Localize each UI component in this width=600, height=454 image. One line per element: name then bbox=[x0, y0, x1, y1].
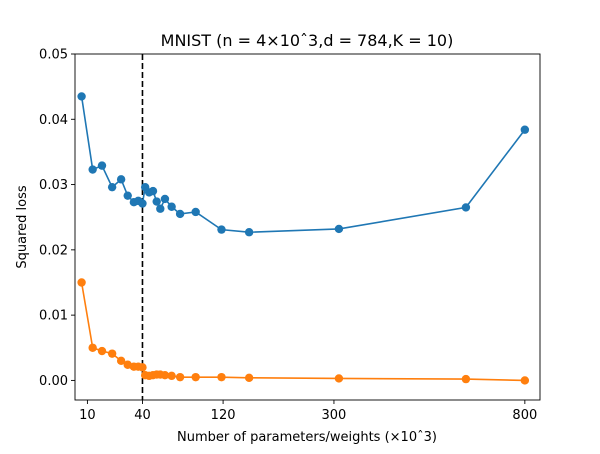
series-2-point bbox=[116, 356, 126, 366]
series-2-point bbox=[107, 349, 117, 358]
series-1-point bbox=[148, 186, 158, 196]
series-1-point bbox=[217, 225, 226, 234]
y-axis-label: Squared loss bbox=[15, 185, 30, 268]
series-2-point bbox=[334, 374, 344, 383]
y-tick-label: 0.01 bbox=[39, 309, 68, 324]
y-tick-label: 0.02 bbox=[39, 243, 68, 258]
y-tick-label: 0.05 bbox=[39, 48, 68, 63]
x-tick-label: 300 bbox=[322, 408, 347, 423]
series-1-point bbox=[175, 209, 185, 219]
x-axis-label: Number of parameters/weights (×10ˆ3) bbox=[177, 430, 437, 445]
series-1-point bbox=[107, 182, 117, 192]
series-1-point bbox=[116, 175, 126, 184]
series-2-point bbox=[191, 372, 200, 382]
series-2-point bbox=[520, 376, 530, 385]
y-tick-label: 0.00 bbox=[39, 374, 68, 389]
series-1-point bbox=[152, 197, 161, 206]
series-2-point bbox=[244, 373, 254, 383]
x-tick-label: 40 bbox=[134, 408, 151, 423]
series-1-point bbox=[88, 165, 97, 174]
plot-area: 10 40 120 300 800 0.00 0.01 0.02 0.03 0.04 0.05 bbox=[39, 48, 541, 423]
series-2-point bbox=[77, 278, 86, 287]
series-1-point bbox=[167, 202, 176, 211]
series-2-point bbox=[461, 374, 471, 384]
series-1-point bbox=[77, 92, 86, 101]
series-1-point bbox=[461, 203, 471, 212]
series-1-point bbox=[334, 224, 344, 234]
y-tick-label: 0.04 bbox=[39, 113, 68, 128]
series-1-point bbox=[160, 194, 170, 204]
series-2-point bbox=[97, 346, 107, 356]
series-1-point bbox=[520, 125, 530, 134]
series-1-point bbox=[138, 199, 147, 208]
x-tick-label: 800 bbox=[512, 408, 537, 423]
x-tick-label: 120 bbox=[211, 408, 236, 423]
series-2-point bbox=[160, 370, 170, 380]
series-1-point bbox=[191, 207, 200, 217]
series-2-point bbox=[167, 371, 176, 381]
series-2-point bbox=[138, 363, 147, 372]
series-1-point bbox=[244, 228, 254, 237]
series-1-point bbox=[156, 204, 165, 213]
chart-title: MNIST (n = 4×10ˆ3,d = 784,K = 10) bbox=[161, 31, 454, 50]
series-2-point bbox=[175, 372, 185, 382]
y-tick-label: 0.03 bbox=[39, 178, 68, 193]
series-1-point bbox=[123, 191, 132, 200]
series-2-point bbox=[88, 343, 97, 352]
series-2-point bbox=[217, 372, 226, 382]
x-tick-label: 10 bbox=[79, 408, 96, 423]
axes-frame bbox=[74, 53, 541, 401]
series-1-point bbox=[97, 161, 107, 170]
